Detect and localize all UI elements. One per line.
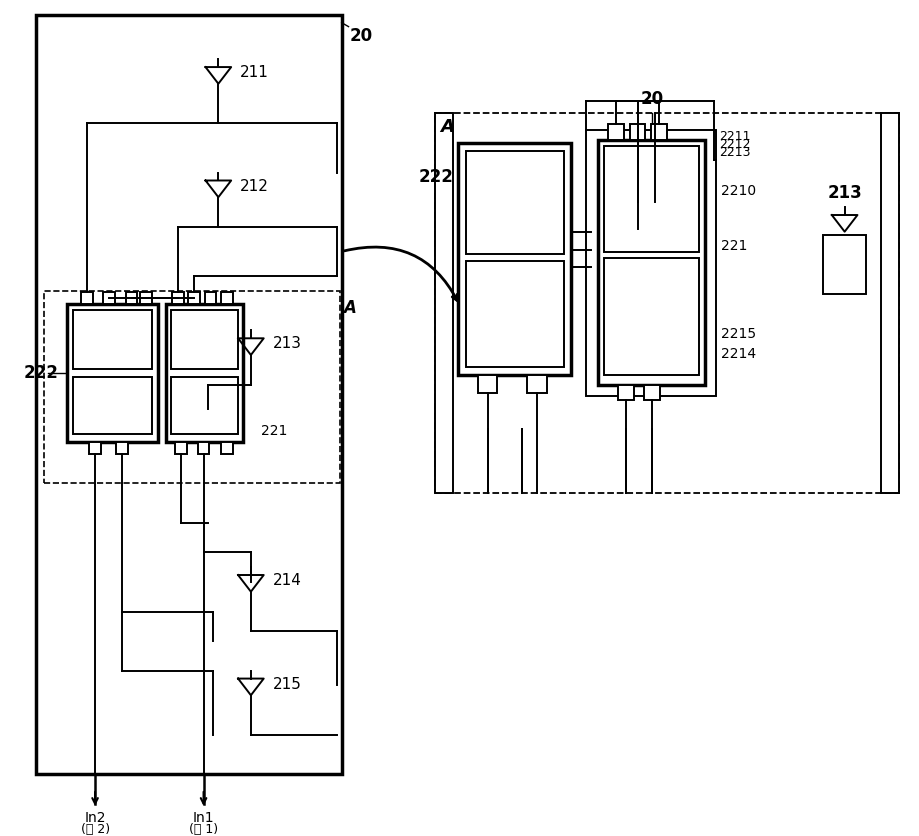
Text: 222: 222 xyxy=(418,168,453,186)
Bar xyxy=(652,125,667,140)
Bar xyxy=(175,442,187,454)
Bar xyxy=(81,292,93,303)
Text: 214: 214 xyxy=(273,573,301,588)
Text: 213: 213 xyxy=(273,336,301,351)
Bar xyxy=(103,292,115,303)
Text: 222: 222 xyxy=(24,364,59,382)
Text: 2212: 2212 xyxy=(720,138,751,151)
Bar xyxy=(172,292,184,303)
Text: 2213: 2213 xyxy=(720,146,751,159)
Bar xyxy=(604,146,698,252)
Bar xyxy=(221,292,233,303)
Text: (帯 2): (帯 2) xyxy=(81,823,109,835)
Bar xyxy=(89,442,101,454)
Bar xyxy=(187,292,199,303)
Text: 2214: 2214 xyxy=(721,347,756,361)
Text: A: A xyxy=(440,119,454,136)
Bar xyxy=(74,309,153,369)
Bar xyxy=(141,292,153,303)
Bar xyxy=(458,143,572,375)
Bar xyxy=(221,442,233,454)
Bar xyxy=(630,125,645,140)
Bar xyxy=(608,125,624,140)
Text: 2211: 2211 xyxy=(720,130,751,143)
Bar xyxy=(171,309,238,369)
Bar xyxy=(116,442,128,454)
Bar xyxy=(644,385,660,400)
Text: 212: 212 xyxy=(240,179,269,193)
Bar xyxy=(881,114,899,493)
Bar xyxy=(618,385,633,400)
Text: (帯 1): (帯 1) xyxy=(189,823,218,835)
Text: 20: 20 xyxy=(349,27,372,44)
Text: A: A xyxy=(343,298,356,317)
Text: 221: 221 xyxy=(721,239,748,252)
Text: 2215: 2215 xyxy=(721,328,756,341)
Text: 211: 211 xyxy=(240,65,269,80)
Bar xyxy=(166,303,243,442)
Bar xyxy=(598,140,705,385)
Text: 221: 221 xyxy=(261,424,287,438)
Bar xyxy=(823,235,867,294)
Text: 215: 215 xyxy=(273,676,301,691)
Text: 2210: 2210 xyxy=(721,185,756,198)
Bar xyxy=(466,262,563,367)
Text: In2: In2 xyxy=(85,811,106,825)
Bar xyxy=(528,375,547,393)
Text: 20: 20 xyxy=(641,90,664,109)
Bar xyxy=(74,377,153,434)
Bar xyxy=(604,258,698,375)
Bar xyxy=(36,15,342,774)
Bar xyxy=(126,292,138,303)
Text: In1: In1 xyxy=(193,811,214,825)
Bar xyxy=(171,377,238,434)
Bar xyxy=(436,114,453,493)
Bar xyxy=(466,151,563,254)
Bar xyxy=(586,130,717,396)
Bar xyxy=(44,291,340,483)
Bar xyxy=(478,375,497,393)
Bar xyxy=(198,442,210,454)
Bar xyxy=(436,114,899,493)
Bar xyxy=(67,303,158,442)
Bar xyxy=(205,292,216,303)
Text: 213: 213 xyxy=(827,184,862,202)
